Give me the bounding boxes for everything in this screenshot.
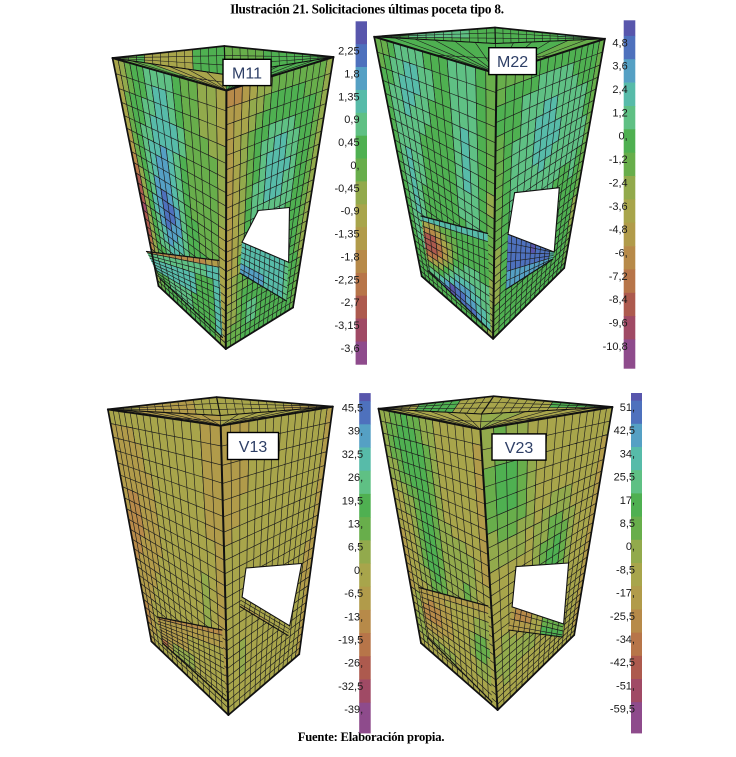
svg-text:0,: 0, bbox=[626, 541, 635, 553]
svg-text:V23: V23 bbox=[505, 440, 534, 457]
svg-text:8,5: 8,5 bbox=[620, 518, 635, 530]
svg-text:-34,: -34, bbox=[616, 634, 635, 646]
svg-text:42,5: 42,5 bbox=[614, 425, 635, 437]
svg-text:-3,15: -3,15 bbox=[335, 320, 360, 332]
svg-text:-8,4: -8,4 bbox=[609, 294, 628, 306]
svg-text:-13,: -13, bbox=[344, 611, 363, 623]
svg-text:4,8: 4,8 bbox=[612, 37, 627, 49]
svg-text:0,: 0, bbox=[619, 131, 628, 143]
svg-text:-42,5: -42,5 bbox=[610, 657, 635, 669]
svg-text:13,: 13, bbox=[348, 519, 363, 531]
svg-text:34,: 34, bbox=[620, 448, 635, 460]
svg-text:45,5: 45,5 bbox=[342, 403, 363, 415]
svg-text:3,6: 3,6 bbox=[612, 61, 627, 73]
svg-text:-7,2: -7,2 bbox=[609, 271, 628, 283]
svg-text:51,: 51, bbox=[620, 402, 635, 414]
svg-text:2,4: 2,4 bbox=[612, 84, 627, 96]
svg-text:-51,: -51, bbox=[616, 680, 635, 692]
svg-text:-26,: -26, bbox=[344, 658, 363, 670]
svg-text:M22: M22 bbox=[497, 54, 528, 71]
svg-text:2,25: 2,25 bbox=[338, 46, 359, 58]
svg-text:-1,35: -1,35 bbox=[335, 229, 360, 241]
svg-text:6,5: 6,5 bbox=[348, 542, 363, 554]
svg-text:1,8: 1,8 bbox=[344, 68, 359, 80]
svg-text:-8,5: -8,5 bbox=[616, 564, 635, 576]
svg-text:0,: 0, bbox=[350, 160, 359, 172]
svg-text:-2,25: -2,25 bbox=[335, 274, 360, 286]
svg-text:-0,45: -0,45 bbox=[335, 183, 360, 195]
svg-text:-6,: -6, bbox=[615, 247, 628, 259]
svg-text:-1,8: -1,8 bbox=[341, 251, 360, 263]
svg-text:-1,2: -1,2 bbox=[609, 154, 628, 166]
svg-text:-59,5: -59,5 bbox=[610, 704, 635, 716]
svg-text:-4,8: -4,8 bbox=[609, 224, 628, 236]
svg-text:M11: M11 bbox=[232, 65, 262, 82]
svg-text:32,5: 32,5 bbox=[342, 449, 363, 461]
svg-text:V13: V13 bbox=[239, 439, 268, 456]
svg-text:25,5: 25,5 bbox=[614, 472, 635, 484]
svg-text:-17,: -17, bbox=[616, 588, 635, 600]
svg-text:-10,8: -10,8 bbox=[603, 341, 628, 353]
svg-text:0,: 0, bbox=[354, 565, 363, 577]
svg-text:Ilustración 21. Solicitaciones: Ilustración 21. Solicitaciones últimas p… bbox=[230, 2, 504, 17]
svg-text:17,: 17, bbox=[620, 495, 635, 507]
svg-text:-2,4: -2,4 bbox=[609, 177, 628, 189]
svg-text:-3,6: -3,6 bbox=[609, 201, 628, 213]
svg-text:-19,5: -19,5 bbox=[338, 635, 363, 647]
svg-text:-3,6: -3,6 bbox=[341, 343, 360, 355]
svg-text:Fuente: Elaboración propia.: Fuente: Elaboración propia. bbox=[298, 730, 445, 744]
svg-text:26,: 26, bbox=[348, 472, 363, 484]
svg-text:1,35: 1,35 bbox=[338, 91, 359, 103]
svg-text:0,45: 0,45 bbox=[338, 137, 359, 149]
svg-text:0,9: 0,9 bbox=[344, 114, 359, 126]
svg-text:-32,5: -32,5 bbox=[338, 681, 363, 693]
svg-text:19,5: 19,5 bbox=[342, 495, 363, 507]
svg-text:-0,9: -0,9 bbox=[341, 206, 360, 218]
svg-text:-2,7: -2,7 bbox=[341, 297, 360, 309]
svg-text:-9,6: -9,6 bbox=[609, 318, 628, 330]
svg-text:-6,5: -6,5 bbox=[344, 588, 363, 600]
svg-text:39,: 39, bbox=[348, 426, 363, 438]
svg-text:-39,: -39, bbox=[344, 704, 363, 716]
svg-text:-25,5: -25,5 bbox=[610, 611, 635, 623]
svg-text:1,2: 1,2 bbox=[612, 107, 627, 119]
